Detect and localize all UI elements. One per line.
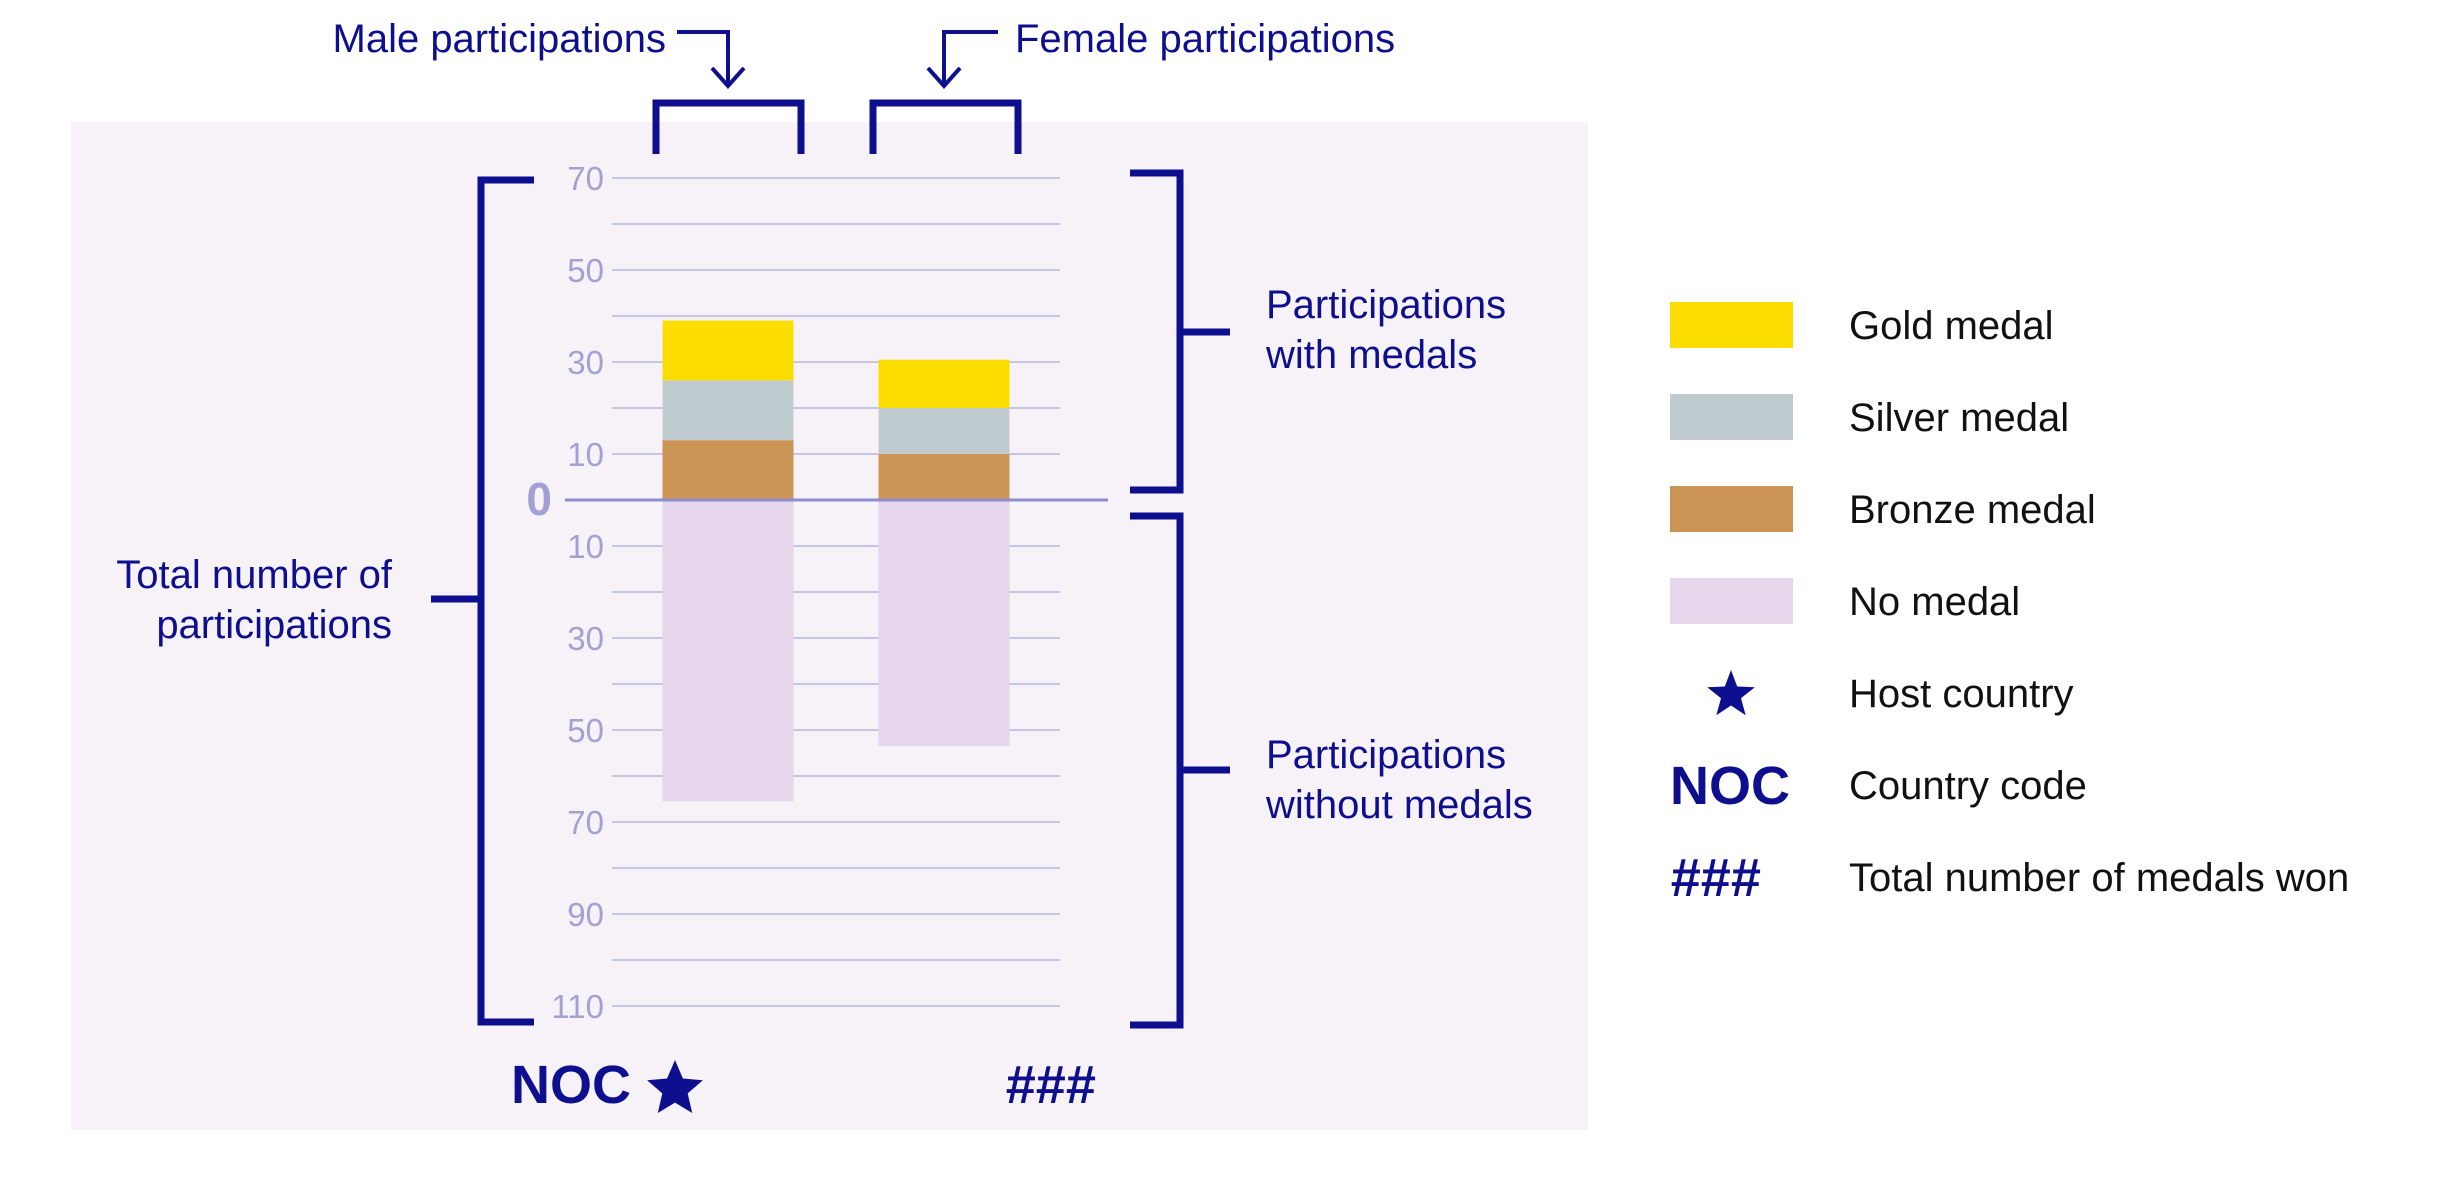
male-arrowhead-icon: [710, 66, 746, 90]
y-tick-label-down: 70: [567, 804, 604, 841]
y-tick-label-down: 110: [551, 988, 604, 1025]
y-tick-label-down: 30: [567, 620, 604, 657]
total-participations-label-line2: participations: [156, 603, 392, 647]
female-arrowhead-icon: [926, 66, 962, 90]
female-bracket: [869, 99, 1022, 154]
legend-label: No medal: [1849, 580, 2020, 624]
legend-label: Silver medal: [1849, 396, 2069, 440]
without-medals-label-line1: Participations: [1266, 733, 1506, 777]
legend-label: Total number of medals won: [1849, 856, 2349, 900]
bronze-medal-bar-segment: [878, 454, 1010, 500]
legend-swatch: [1670, 394, 1793, 440]
no-medal-bar-segment: [662, 500, 794, 802]
total-participations-label-line1: Total number of: [116, 553, 393, 597]
tick-labels: 10 30 50 70 10 30 50 70 90 110: [551, 160, 604, 1025]
no-medal-bar-segment: [878, 500, 1010, 747]
legend: Gold medal Silver medal Bronze medal No med…: [1670, 302, 2349, 908]
y-tick-label-up: 30: [567, 344, 604, 381]
legend-label: Gold medal: [1849, 304, 2054, 348]
gold-medal-bar-segment: [662, 320, 794, 381]
gold-medal-bar-segment: [878, 359, 1010, 408]
without-medals-label-line2: without medals: [1265, 783, 1533, 827]
y-tick-label-up: 50: [567, 252, 604, 289]
legend-label: Country code: [1849, 764, 2087, 808]
country-code-placeholder: NOC: [511, 1055, 631, 1115]
silver-medal-bar-segment: [662, 380, 794, 441]
legend-star-icon: [1707, 670, 1755, 716]
legend-label: Host country: [1849, 672, 2074, 716]
y-tick-label-down: 90: [567, 896, 604, 933]
zero-tick-label: 0: [526, 473, 552, 525]
legend-swatch: [1670, 578, 1793, 624]
total-medals-placeholder: ###: [1005, 1055, 1095, 1115]
bronze-medal-bar-segment: [662, 440, 794, 500]
y-tick-label-up: 70: [567, 160, 604, 197]
legend-label: Bronze medal: [1849, 488, 2096, 532]
host-country-star-icon: [647, 1060, 703, 1113]
legend-noc-symbol: NOC: [1670, 756, 1790, 816]
male-participations-label: Male participations: [333, 17, 667, 61]
y-tick-label-up: 10: [567, 436, 604, 473]
legend-swatch: [1670, 302, 1793, 348]
chart-panel: [71, 122, 1588, 1130]
male-bracket: [652, 99, 805, 154]
silver-medal-bar-segment: [878, 408, 1010, 454]
y-tick-label-down: 50: [567, 712, 604, 749]
male-arrow-icon: [677, 30, 730, 86]
legend-swatch: [1670, 486, 1793, 532]
with-medals-label-line1: Participations: [1266, 283, 1506, 327]
legend-hash-symbol: ###: [1670, 848, 1760, 908]
bars: [662, 320, 1010, 802]
y-tick-label-down: 10: [567, 528, 604, 565]
female-participations-label: Female participations: [1015, 17, 1395, 61]
with-medals-label-line2: with medals: [1265, 333, 1477, 377]
female-arrow-icon: [942, 30, 998, 86]
